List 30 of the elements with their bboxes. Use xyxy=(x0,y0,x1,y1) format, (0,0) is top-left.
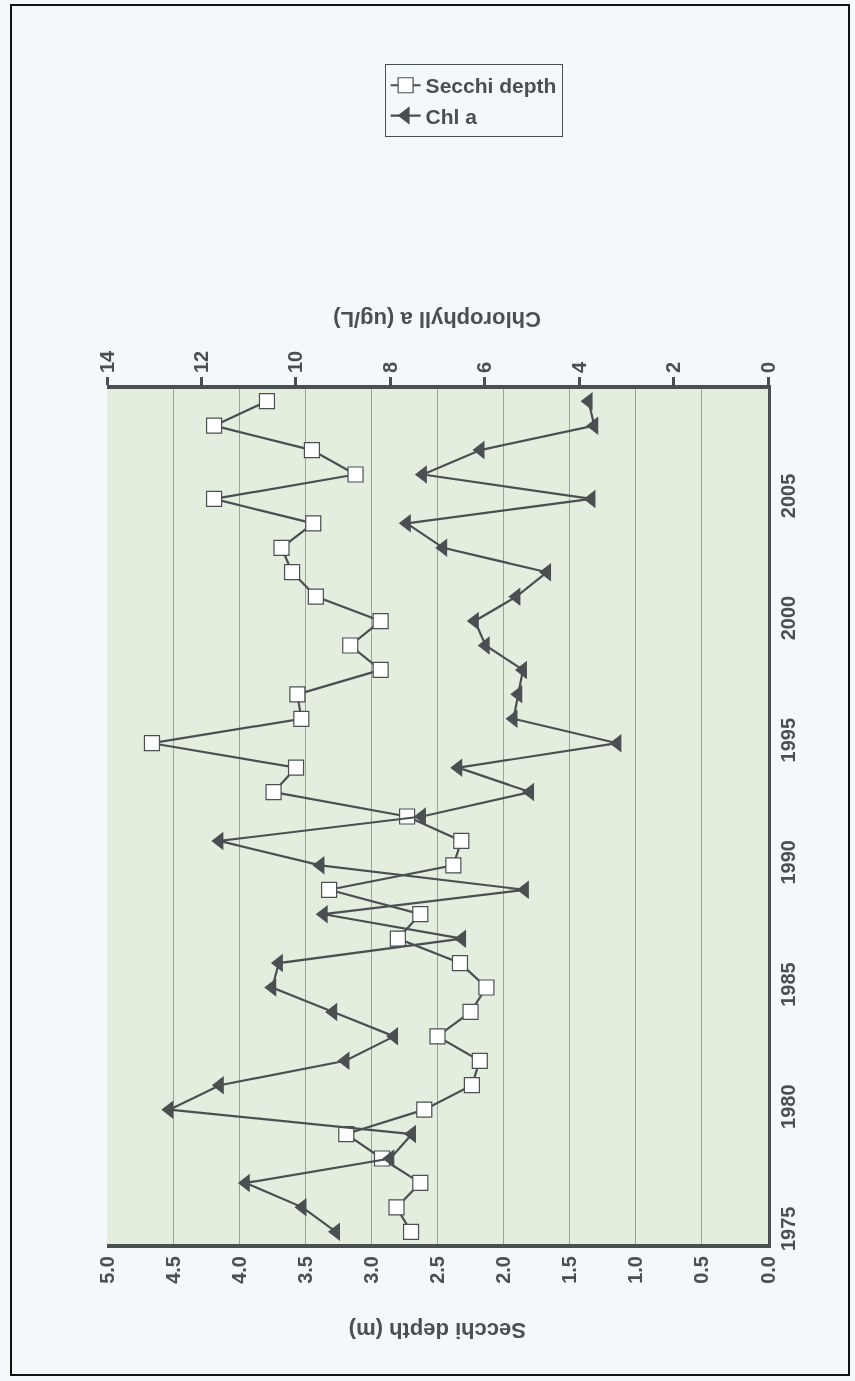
x2-tick-label: 8 xyxy=(378,361,401,373)
x-tick-label: 4.0 xyxy=(227,1256,250,1284)
x-tick-label: 0.5 xyxy=(690,1256,713,1284)
legend-label: Chl a xyxy=(425,104,478,128)
x2-tick-label: 4 xyxy=(567,361,590,373)
y-tick-label: 1980 xyxy=(777,1084,799,1129)
x2-tick-label: 12 xyxy=(189,350,212,373)
y-tick-label: 2000 xyxy=(777,595,799,641)
x2-tick-label: 10 xyxy=(284,350,307,373)
x-tick-label: 2.5 xyxy=(426,1256,448,1284)
x-tick-label: 1.5 xyxy=(558,1256,581,1284)
x-tick-label: 0.0 xyxy=(756,1256,779,1284)
y-tick-label: 1985 xyxy=(777,962,799,1007)
x-tick-label: 1.0 xyxy=(624,1256,647,1284)
x2-tick-label: 0 xyxy=(756,361,779,373)
x2-tick-label: 2 xyxy=(662,361,685,373)
y-tick-label: 1975 xyxy=(777,1206,799,1252)
x-tick-label: 2.0 xyxy=(492,1256,515,1284)
x-axis-title: Secchi depth (m) xyxy=(348,1318,526,1344)
x-tick-label: 4.5 xyxy=(161,1256,184,1284)
legend-label: Secchi depth xyxy=(425,74,557,98)
y-tick-label: 1990 xyxy=(777,840,799,885)
x-tick-label: 3.0 xyxy=(359,1256,382,1284)
y-tick-label: 1995 xyxy=(777,717,799,763)
x2-tick-label: 6 xyxy=(473,361,496,373)
x-tick-label: 5.0 xyxy=(95,1256,118,1284)
x2-tick-label: 14 xyxy=(95,349,118,373)
x-tick-label: 3.5 xyxy=(293,1256,316,1284)
x2-axis-title: Chlorophyll a (ug/L) xyxy=(333,306,541,332)
y-tick-label: 2005 xyxy=(777,473,799,519)
